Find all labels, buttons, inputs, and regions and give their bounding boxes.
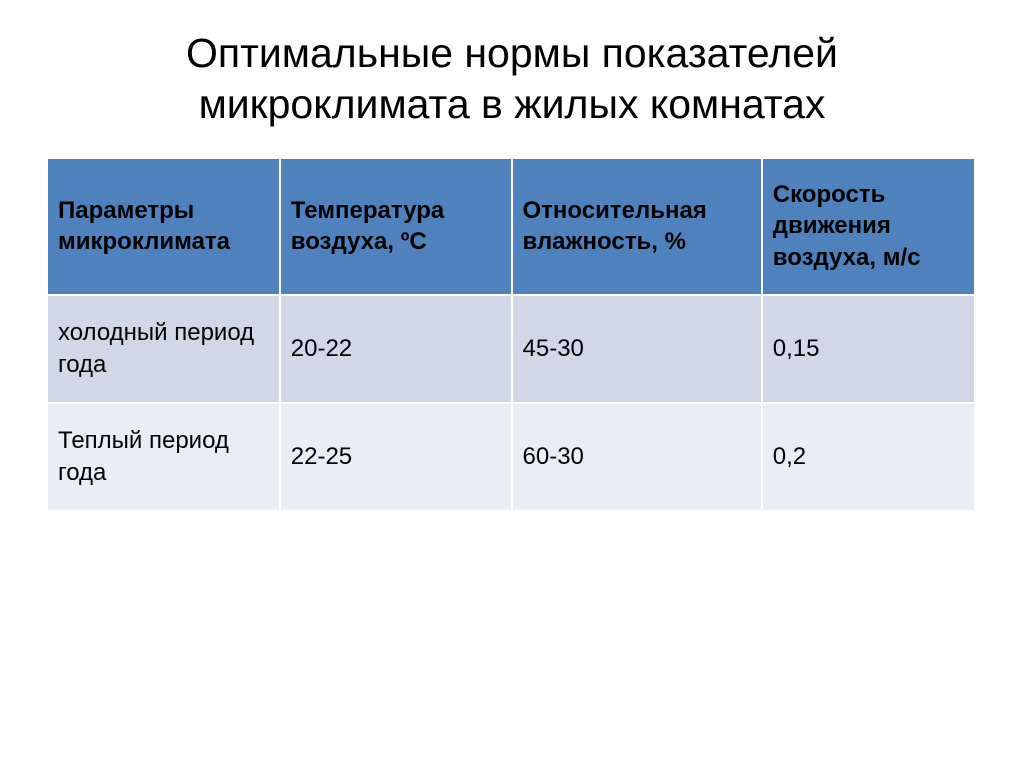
col-header-humidity: Относительная влажность, % [512,159,762,295]
slide-container: Оптимальные нормы показателей микроклима… [0,0,1024,767]
cell-airspeed: 0,15 [762,295,975,403]
table-row: холодный период года 20-22 45-30 0,15 [48,295,975,403]
cell-humidity: 60-30 [512,403,762,511]
cell-period: Теплый период года [48,403,280,511]
col-header-airspeed: Скорость движения воздуха, м/с [762,159,975,295]
cell-humidity: 45-30 [512,295,762,403]
table-row: Теплый период года 22-25 60-30 0,2 [48,403,975,511]
cell-temperature: 20-22 [280,295,512,403]
col-header-temperature: Температура воздуха, ºС [280,159,512,295]
cell-temperature: 22-25 [280,403,512,511]
col-header-parameters: Параметры микроклимата [48,159,280,295]
microclimate-table: Параметры микроклимата Температура возду… [48,159,976,512]
slide-title: Оптимальные нормы показателей микроклима… [48,28,976,131]
cell-airspeed: 0,2 [762,403,975,511]
table-header-row: Параметры микроклимата Температура возду… [48,159,975,295]
cell-period: холодный период года [48,295,280,403]
